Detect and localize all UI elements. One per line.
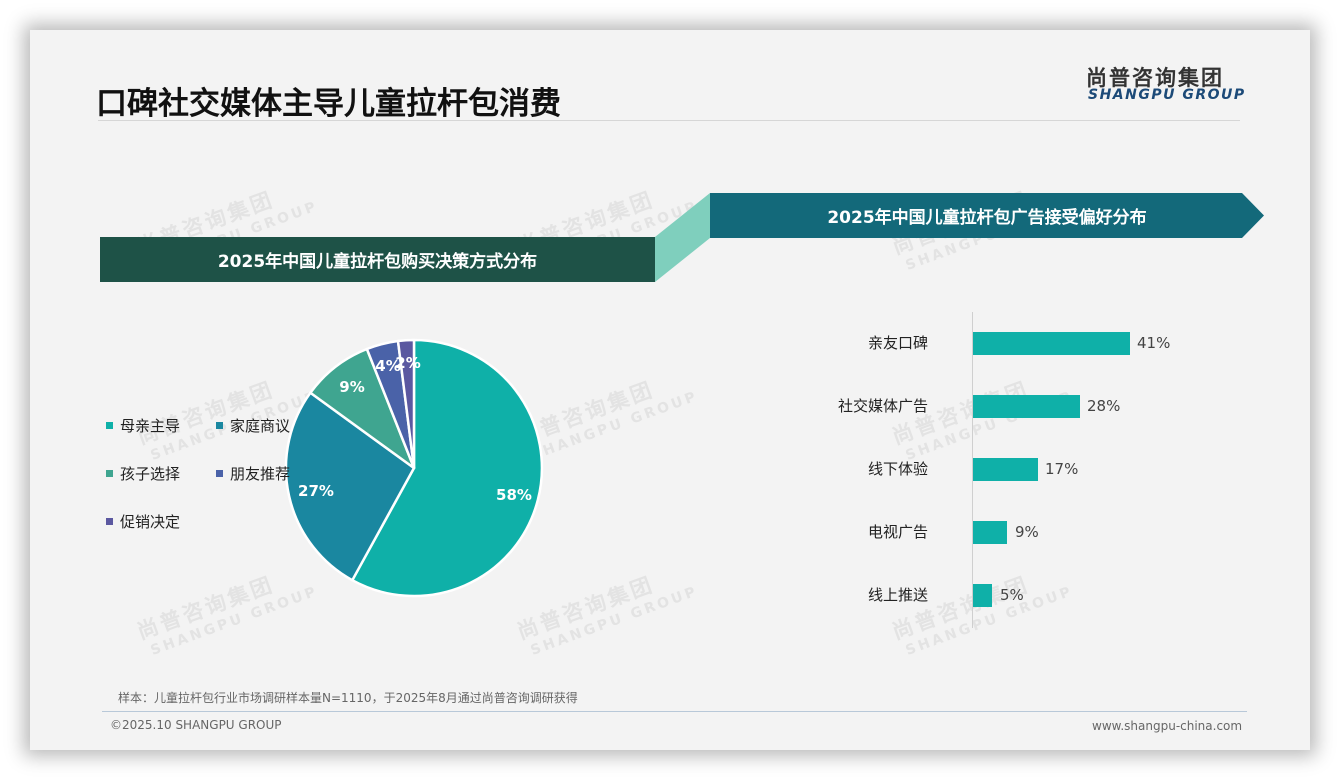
- legend-swatch: [106, 422, 113, 429]
- legend-label: 家庭商议: [230, 417, 291, 435]
- pie-slice-promo: [396, 338, 416, 470]
- legend-swatch: [106, 470, 113, 477]
- legend-item-mother: 母亲主导: [106, 415, 180, 436]
- logo-text-cn: 尚普咨询集团: [1086, 66, 1224, 90]
- pie-slice-mother: [351, 338, 544, 598]
- banner-connector: [655, 193, 710, 282]
- bar: [973, 332, 1130, 355]
- legend-swatch: [216, 422, 223, 429]
- bar-value: 17%: [1045, 460, 1079, 478]
- arrow-banner-shape: [710, 193, 1264, 238]
- pie-label-family: 27%: [298, 482, 334, 500]
- copyright: ©2025.10 SHANGPU GROUP: [110, 718, 282, 732]
- bar-label: 线上推送: [867, 586, 928, 604]
- pie-slice-family: [284, 391, 416, 582]
- page-title: 口碑社交媒体主导儿童拉杆包消费: [96, 86, 561, 122]
- bar-value: 5%: [1000, 586, 1024, 604]
- legend-swatch: [216, 470, 223, 477]
- bar-value: 41%: [1137, 334, 1171, 352]
- legend-item-friend: 朋友推荐: [216, 463, 290, 484]
- title-divider: [98, 120, 1240, 121]
- bar: [973, 395, 1080, 418]
- legend-label: 母亲主导: [120, 417, 181, 435]
- bar-chart-banner: 2025年中国儿童拉杆包广告接受偏好分布: [710, 193, 1264, 238]
- pie-chart: 58% 27% 9% 4% 2%: [284, 338, 544, 598]
- legend-swatch: [106, 518, 113, 525]
- bar-chart-title: 2025年中国儿童拉杆包广告接受偏好分布: [827, 208, 1147, 228]
- bar-value: 9%: [1015, 523, 1039, 541]
- pie-chart-title: 2025年中国儿童拉杆包购买决策方式分布: [217, 252, 538, 272]
- pie-label-promo: 2%: [395, 354, 420, 372]
- bar: [973, 458, 1038, 481]
- pie-chart-banner: 2025年中国儿童拉杆包购买决策方式分布: [100, 237, 655, 282]
- legend-item-promo: 促销决定: [106, 511, 180, 532]
- bar-label: 亲友口碑: [867, 334, 928, 352]
- bar-label: 电视广告: [867, 523, 928, 541]
- bar-label: 线下体验: [867, 460, 928, 478]
- bar-chart-axis: [972, 312, 973, 628]
- bar-label: 社交媒体广告: [837, 397, 928, 415]
- legend-item-child: 孩子选择: [106, 463, 180, 484]
- pie-label-mother: 58%: [496, 486, 532, 504]
- bar: [973, 521, 1007, 544]
- sample-footnote: 样本：儿童拉杆包行业市场调研样本量N=1110，于2025年8月通过尚普咨询调研…: [118, 691, 578, 705]
- legend-item-family: 家庭商议: [216, 415, 290, 436]
- legend-label: 朋友推荐: [230, 465, 291, 483]
- footer-divider: [102, 711, 1247, 712]
- pie-label-friend: 4%: [375, 357, 400, 375]
- pie-label-child: 9%: [339, 378, 364, 396]
- legend-label: 孩子选择: [120, 465, 181, 483]
- bar-value: 28%: [1087, 397, 1121, 415]
- website-link[interactable]: www.shangpu-china.com: [1092, 719, 1243, 733]
- logo-text-en: SHANGPU GROUP: [1088, 87, 1246, 103]
- legend-label: 促销决定: [120, 513, 181, 531]
- bar: [973, 584, 992, 607]
